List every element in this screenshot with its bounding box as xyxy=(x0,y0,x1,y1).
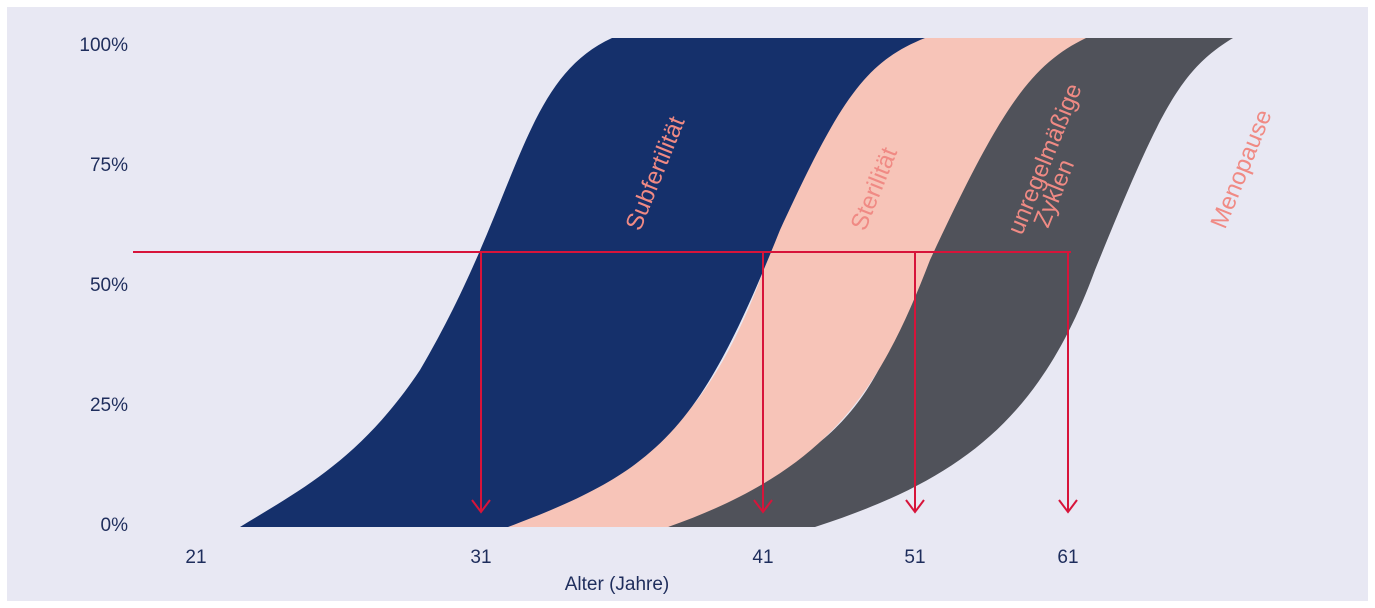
band-sterilitaet xyxy=(508,38,1086,527)
arrow-51 xyxy=(905,252,925,514)
y-tick-75: 75% xyxy=(90,155,128,176)
arrow-31 xyxy=(471,252,491,514)
x-tick-21: 21 xyxy=(185,547,206,568)
y-tick-25: 25% xyxy=(90,395,128,416)
x-axis-label: Alter (Jahre) xyxy=(565,574,670,595)
y-tick-100: 100% xyxy=(79,35,128,56)
x-tick-51: 51 xyxy=(904,547,925,568)
arrow-41 xyxy=(753,252,773,514)
band-subfertilitaet xyxy=(240,38,925,527)
arrow-61 xyxy=(1058,252,1078,514)
y-tick-0: 0% xyxy=(101,515,129,536)
x-tick-41: 41 xyxy=(752,547,773,568)
x-tick-61: 61 xyxy=(1057,547,1078,568)
band-unregelmaessige-zyklen xyxy=(668,38,1233,527)
y-tick-50: 50% xyxy=(90,275,128,296)
x-tick-31: 31 xyxy=(470,547,491,568)
label-menopause: Menopause xyxy=(1206,106,1278,232)
